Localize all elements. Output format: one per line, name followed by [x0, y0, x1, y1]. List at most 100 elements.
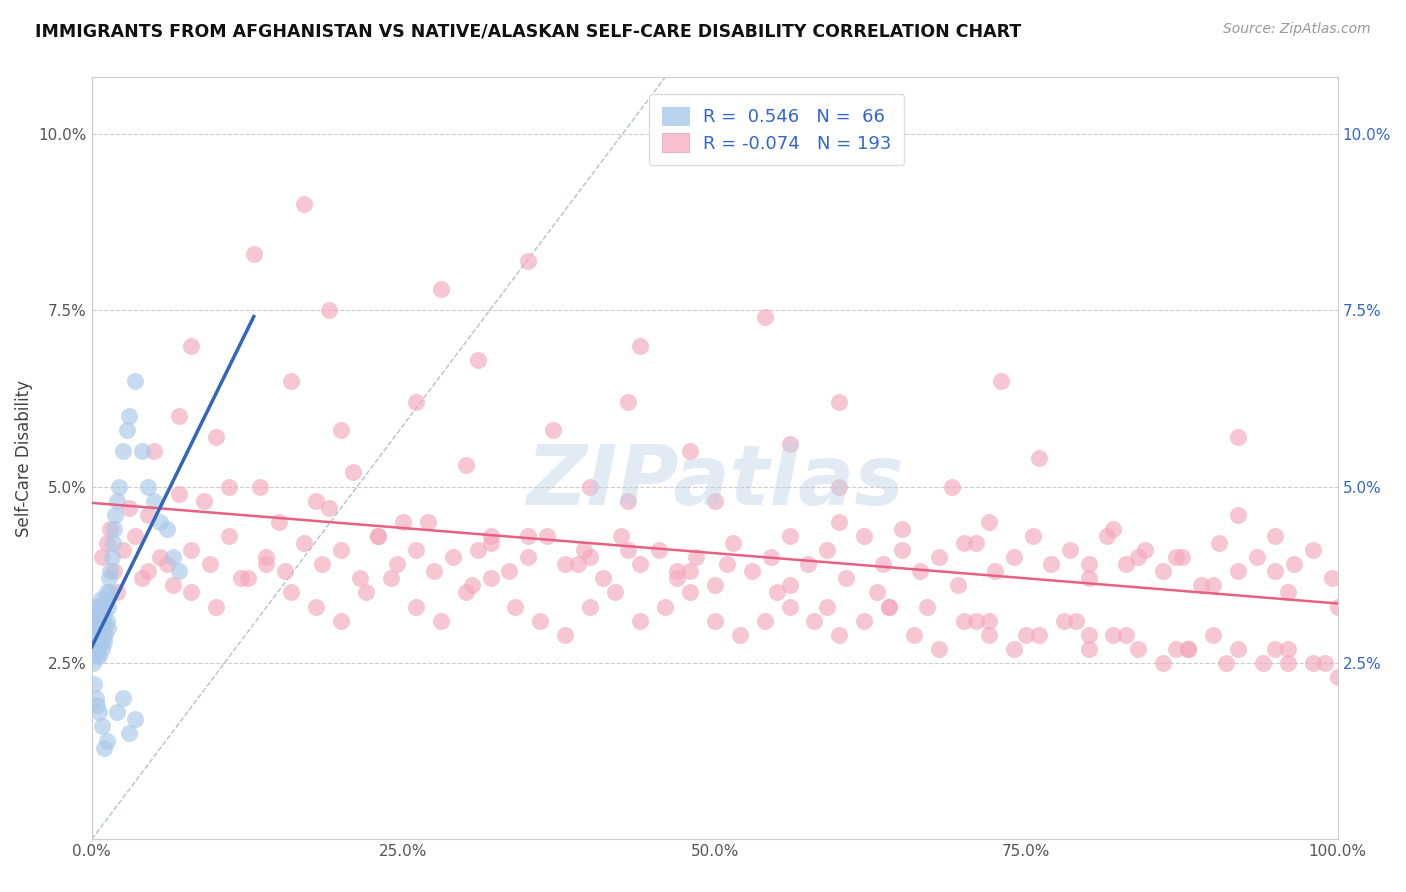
Point [1227, 508, 1250, 522]
Point [218, 480, 240, 494]
Point [1077, 557, 1099, 571]
Point [828, 628, 851, 642]
Point [1177, 641, 1199, 656]
Point [903, 628, 925, 642]
Point [1064, 614, 1087, 628]
Legend: R =  0.546   N =  66, R = -0.074   N = 193: R = 0.546 N = 66, R = -0.074 N = 193 [650, 94, 904, 165]
Point [815, 543, 838, 558]
Point [554, 557, 576, 571]
Point [87, 614, 110, 628]
Point [890, 543, 912, 558]
Point [461, 578, 484, 592]
Point [1177, 641, 1199, 656]
Point [1115, 628, 1137, 642]
Point [131, 444, 153, 458]
Point [330, 423, 353, 437]
Point [1227, 430, 1250, 444]
Point [479, 536, 502, 550]
Point [685, 550, 707, 565]
Point [1164, 550, 1187, 565]
Point [741, 564, 763, 578]
Point [155, 522, 177, 536]
Point [86, 648, 108, 663]
Point [90, 621, 112, 635]
Point [100, 550, 122, 565]
Point [96, 733, 118, 747]
Point [1002, 641, 1025, 656]
Point [292, 536, 315, 550]
Point [654, 599, 676, 614]
Point [1059, 543, 1081, 558]
Point [467, 543, 489, 558]
Point [108, 480, 131, 494]
Point [828, 515, 851, 529]
Point [628, 338, 651, 352]
Point [1128, 641, 1150, 656]
Point [429, 614, 451, 628]
Point [703, 493, 725, 508]
Point [977, 515, 1000, 529]
Point [280, 585, 302, 599]
Point [928, 550, 950, 565]
Point [267, 515, 290, 529]
Point [96, 536, 118, 550]
Point [877, 599, 900, 614]
Point [111, 543, 134, 558]
Point [834, 571, 856, 585]
Point [84, 628, 107, 642]
Point [405, 543, 427, 558]
Point [367, 529, 389, 543]
Point [118, 726, 141, 740]
Point [100, 564, 122, 578]
Point [83, 677, 105, 691]
Point [716, 557, 738, 571]
Point [305, 493, 328, 508]
Point [703, 578, 725, 592]
Point [83, 634, 105, 648]
Point [567, 557, 589, 571]
Point [162, 550, 184, 565]
Point [1102, 628, 1125, 642]
Point [579, 480, 602, 494]
Point [728, 628, 751, 642]
Point [1227, 564, 1250, 578]
Point [505, 599, 527, 614]
Point [536, 529, 558, 543]
Point [803, 614, 825, 628]
Point [579, 550, 602, 565]
Point [1133, 543, 1156, 558]
Point [1227, 641, 1250, 656]
Point [679, 444, 702, 458]
Point [318, 500, 340, 515]
Point [84, 691, 107, 706]
Point [198, 557, 221, 571]
Point [149, 550, 172, 565]
Point [103, 522, 125, 536]
Point [89, 607, 111, 621]
Point [479, 529, 502, 543]
Point [105, 706, 128, 720]
Point [516, 253, 538, 268]
Point [516, 550, 538, 565]
Point [779, 529, 801, 543]
Point [541, 423, 564, 437]
Point [890, 522, 912, 536]
Point [342, 466, 364, 480]
Point [1251, 656, 1274, 670]
Point [254, 550, 277, 565]
Point [516, 529, 538, 543]
Point [349, 571, 371, 585]
Point [1326, 670, 1348, 684]
Point [1282, 557, 1305, 571]
Point [380, 571, 402, 585]
Point [94, 628, 117, 642]
Point [1277, 641, 1299, 656]
Point [1246, 550, 1268, 565]
Point [877, 599, 900, 614]
Point [628, 557, 651, 571]
Point [136, 508, 159, 522]
Point [1152, 564, 1174, 578]
Point [90, 719, 112, 733]
Point [1315, 656, 1337, 670]
Point [193, 493, 215, 508]
